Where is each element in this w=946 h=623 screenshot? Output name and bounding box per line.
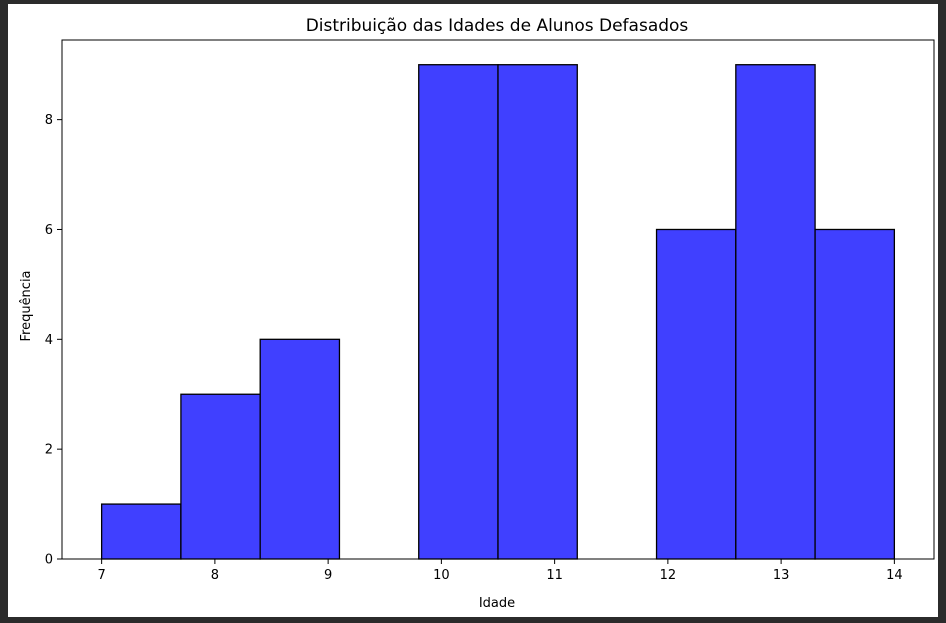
y-tick-label: 4 [45, 333, 53, 348]
x-tick-label: 7 [97, 568, 105, 583]
y-axis-label: Frequência [19, 270, 34, 341]
x-axis-label: Idade [479, 596, 515, 611]
x-tick-label: 8 [211, 568, 219, 583]
y-tick-label: 2 [45, 443, 53, 458]
histogram-bar-9 [814, 228, 896, 560]
histogram-chart: Distribuição das Idades de Alunos Defasa… [19, 16, 935, 611]
x-tick-label: 9 [324, 568, 332, 583]
x-tick-label: 12 [660, 568, 677, 583]
histogram-bar-8 [735, 64, 816, 560]
x-tick-label: 10 [433, 568, 450, 583]
plot-frame [61, 39, 935, 560]
histogram-bar-0 [100, 503, 182, 560]
axes-layer: 7 8 9 10 11 12 13 14 0 2 4 6 8 [45, 39, 935, 583]
chart-title: Distribuição das Idades de Alunos Defasa… [306, 16, 689, 36]
x-tick-label: 14 [886, 568, 903, 583]
histogram-bar-7 [655, 228, 737, 560]
y-tick-label: 0 [45, 553, 53, 568]
x-tick-label: 11 [546, 568, 563, 583]
bars-layer [100, 64, 896, 560]
y-tick-label: 6 [45, 223, 53, 238]
histogram-bar-2 [259, 338, 341, 560]
y-tick-label: 8 [45, 113, 53, 128]
histogram-bar-1 [180, 393, 261, 560]
histogram-bar-4 [418, 64, 499, 560]
histogram-bar-5 [497, 64, 578, 560]
figure-canvas: Distribuição das Idades de Alunos Defasa… [8, 4, 938, 617]
x-tick-label: 13 [773, 568, 790, 583]
